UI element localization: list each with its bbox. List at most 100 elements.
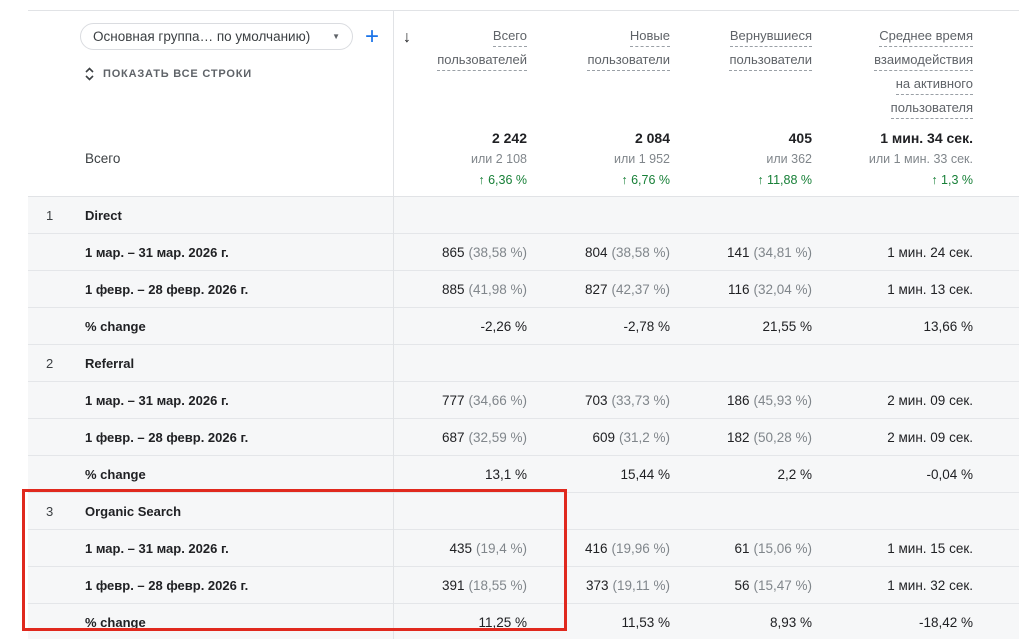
metric-cell: 56 (15,47 %) <box>688 578 830 593</box>
metric-cell: 885 (41,98 %) <box>393 282 545 297</box>
metric-share: (32,59 %) <box>468 429 527 445</box>
column-header-total-users[interactable]: ↓ Всего пользователей <box>393 11 545 122</box>
sort-descending-icon[interactable]: ↓ <box>403 29 411 46</box>
metric-cell: -18,42 % <box>830 615 1019 630</box>
metric-share: (42,37 %) <box>611 281 670 297</box>
metric-cell: 15,44 % <box>545 467 688 482</box>
column-header-text: Всего <box>492 26 527 47</box>
metric-cell: 703 (33,73 %) <box>545 393 688 408</box>
metric-share: (38,58 %) <box>611 244 670 260</box>
summary-row: Всего 2 242 или 2 108 ↑ 6,36 % 2 084 или… <box>28 121 1019 197</box>
metric-value: 11,25 % <box>478 614 527 630</box>
group-name-cell: 3 Organic Search <box>28 504 393 519</box>
add-dimension-button[interactable]: + <box>365 22 380 50</box>
table-header-row: Основная группа… по умолчанию) ▼ + ПОКАЗ… <box>28 11 1019 121</box>
table-row: 1 февр. – 28 февр. 2026 г. 885 (41,98 %) 82… <box>28 271 1019 308</box>
column-header-avg-engagement-time[interactable]: Среднее время взаимодействия на активного п… <box>830 11 1019 122</box>
metric-cell: 1 мин. 13 сек. <box>830 282 1019 297</box>
column-header-line: на активного <box>830 74 973 95</box>
table-row: 1 февр. – 28 февр. 2026 г. 687 (32,59 %) 60… <box>28 419 1019 456</box>
column-header-line: пользователей <box>393 50 527 71</box>
row-label: % change <box>85 466 146 482</box>
metric-cell: 687 (32,59 %) <box>393 430 545 445</box>
metric-value: 1 мин. 15 сек. <box>887 540 973 556</box>
chevron-down-icon: ▼ <box>332 32 340 41</box>
metric-value: -0,04 % <box>926 466 973 482</box>
metric-share: (15,47 %) <box>753 577 812 593</box>
metric-share: (33,73 %) <box>611 392 670 408</box>
metric-cell: 182 (50,28 %) <box>688 430 830 445</box>
metric-cell: 827 (42,37 %) <box>545 282 688 297</box>
group-name-cell: 2 Referral <box>28 356 393 371</box>
metric-value: 116 <box>727 281 750 297</box>
group-name: Direct <box>85 207 122 223</box>
metric-value: 777 <box>441 392 465 408</box>
metric-value: 186 <box>726 392 750 408</box>
metric-share: (45,93 %) <box>753 392 812 408</box>
metric-value: 687 <box>441 429 465 445</box>
table-row: 1 мар. – 31 мар. 2026 г. 777 (34,66 %) 703(… <box>28 382 1019 419</box>
metric-value: 11,53 % <box>621 614 670 630</box>
metric-share: (19,4 %) <box>475 540 527 556</box>
column-header-line: Всего <box>393 26 527 47</box>
dimension-dropdown[interactable]: Основная группа… по умолчанию) ▼ <box>80 23 353 50</box>
metric-share: (34,81 %) <box>753 244 812 260</box>
summary-compare-value: или 1 мин. 33 сек. <box>868 152 973 166</box>
metric-value: 21,55 % <box>762 318 812 334</box>
metric-cell: 2 мин. 09 сек. <box>830 430 1019 445</box>
row-label: % change <box>85 614 146 630</box>
summary-value: 1 мин. 34 сек. <box>880 130 973 146</box>
group-name-cell: 1 Direct <box>28 208 393 223</box>
row-label: 1 февр. – 28 февр. 2026 г. <box>85 429 249 445</box>
column-header-line: Среднее время <box>830 26 973 47</box>
column-header-new-users[interactable]: Новые пользователи <box>545 11 688 122</box>
summary-compare-value: или 362 <box>766 152 812 166</box>
metric-share: (31,2 %) <box>618 429 670 445</box>
metric-cell: 391 (18,55 %) <box>393 578 545 593</box>
summary-delta: ↑ 6,76 % <box>621 173 670 187</box>
group-name: Organic Search <box>85 503 182 519</box>
metric-cell: 116 (32,04 %) <box>688 282 830 297</box>
row-label-cell: 1 мар. – 31 мар. 2026 г. <box>28 393 393 408</box>
group-row-referral: 2 Referral <box>28 345 1019 382</box>
column-header-line: пользователи <box>545 50 670 71</box>
metric-cell: 141 (34,81 %) <box>688 245 830 260</box>
column-header-returning-users[interactable]: Вернувшиеся пользователи <box>688 11 830 122</box>
metric-cell: -2,78 % <box>545 319 688 334</box>
row-label-cell: 1 февр. – 28 февр. 2026 г. <box>28 430 393 445</box>
show-all-rows-button[interactable]: ПОКАЗАТЬ ВСЕ СТРОКИ <box>83 67 393 81</box>
metric-cell: 11,53 % <box>545 615 688 630</box>
row-label-cell: 1 февр. – 28 февр. 2026 г. <box>28 578 393 593</box>
metric-value: 182 <box>726 429 750 445</box>
metric-cell: 416 (19,96 %) <box>545 541 688 556</box>
column-header-text: пользователи <box>587 50 670 71</box>
column-header-line: Вернувшиеся <box>688 26 812 47</box>
column-header-text: взаимодействия <box>874 50 973 71</box>
column-divider <box>393 10 394 639</box>
metric-cell: -2,26 % <box>393 319 545 334</box>
metric-cell: 1 мин. 32 сек. <box>830 578 1019 593</box>
summary-delta: ↑ 11,88 % <box>757 173 812 187</box>
metric-value: -2,78 % <box>623 318 670 334</box>
row-label-cell: % change <box>28 467 393 482</box>
column-header-text: на активного <box>895 74 973 95</box>
row-label-cell: 1 мар. – 31 мар. 2026 г. <box>28 541 393 556</box>
metric-value: 2 мин. 09 сек. <box>887 429 973 445</box>
metric-share: (41,98 %) <box>468 281 527 297</box>
row-index: 3 <box>46 503 54 519</box>
summary-delta: ↑ 6,36 % <box>478 173 527 187</box>
dimension-toolbar: Основная группа… по умолчанию) ▼ + <box>28 23 393 50</box>
column-header-line: взаимодействия <box>830 50 973 71</box>
metric-value: 141 <box>726 244 750 260</box>
metric-cell: 777 (34,66 %) <box>393 393 545 408</box>
metric-value: -18,42 % <box>918 614 973 630</box>
table-body: 1 Direct 1 мар. – 31 мар. 2026 г. 865 (38,58… <box>28 197 1019 639</box>
metric-cell: 11,25 % <box>393 615 545 630</box>
row-label: 1 мар. – 31 мар. 2026 г. <box>85 392 229 408</box>
metric-share: (34,66 %) <box>468 392 527 408</box>
metric-value: 13,66 % <box>923 318 973 334</box>
unfold-more-icon <box>85 67 94 81</box>
metric-share: (38,58 %) <box>468 244 527 260</box>
metric-share: (19,11 %) <box>612 577 670 593</box>
metric-share: (50,28 %) <box>753 429 812 445</box>
